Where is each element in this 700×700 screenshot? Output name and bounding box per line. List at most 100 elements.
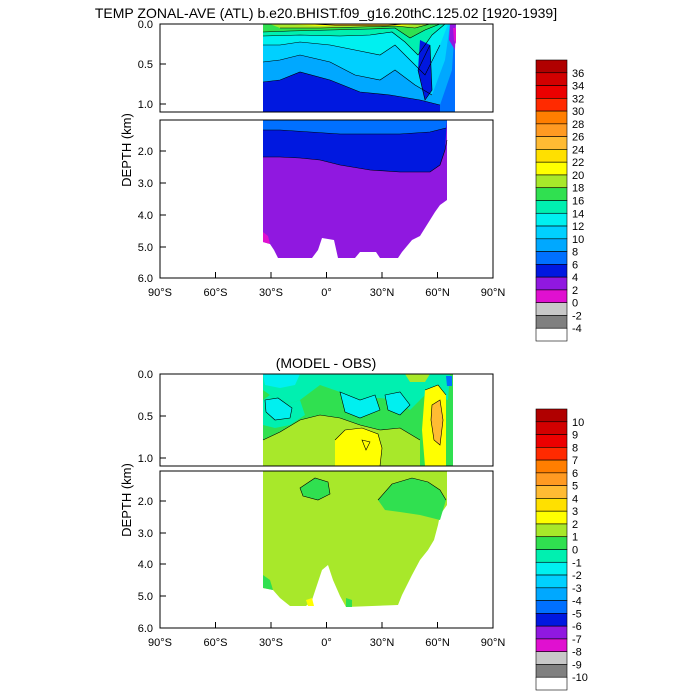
bottom-xtick: 60°N (425, 637, 450, 649)
bottom-lower-field (263, 471, 447, 607)
colorbar-label: 24 (572, 144, 584, 156)
colorbar-box (535, 251, 568, 265)
top-xtick: 30°N (370, 287, 395, 299)
colorbar-label: -4 (572, 323, 582, 335)
top-ytick: 3.0 (138, 178, 153, 190)
bottom-ylabel: DEPTH (km) (119, 463, 134, 537)
colorbar-label: 10 (572, 417, 584, 429)
bottom-xtick: 90°S (148, 637, 172, 649)
colorbar-box (535, 574, 568, 589)
colorbar-label: -8 (572, 647, 582, 659)
colorbar-box (535, 523, 568, 538)
colorbar-box (535, 276, 568, 291)
colorbar-box (535, 651, 568, 665)
top-ytick: 4.0 (138, 210, 153, 222)
colorbar-label: 16 (572, 196, 584, 208)
colorbar-label: 22 (572, 157, 584, 169)
colorbar-box (535, 238, 568, 252)
colorbar-label: -7 (572, 634, 582, 646)
colorbar-label: 26 (572, 132, 584, 144)
colorbar-box (535, 510, 568, 525)
colorbar-label: 10 (572, 234, 584, 246)
colorbar-label: 12 (572, 221, 584, 233)
bottom-ytick: 5.0 (138, 591, 153, 603)
colorbar-box (535, 561, 568, 576)
bottom-ytick: 4.0 (138, 559, 153, 571)
colorbar-label: -1 (572, 557, 582, 569)
colorbar-box (535, 98, 568, 112)
colorbar-box (535, 72, 568, 86)
bottom-title: (MODEL - OBS) (276, 355, 377, 371)
bottom-upper-frame (159, 373, 494, 467)
colorbar-box (535, 123, 568, 137)
top-ytick: 0.5 (138, 59, 153, 71)
colorbar-label: 0 (572, 298, 578, 310)
colorbar-box (535, 408, 568, 423)
colorbar-label: 3 (572, 506, 578, 518)
colorbar-box (535, 59, 568, 74)
colorbar-label: -9 (572, 659, 582, 671)
top-lower-field (263, 120, 448, 258)
colorbar-box (535, 187, 568, 201)
colorbar-label: 2 (572, 285, 578, 297)
colorbar-box (535, 613, 568, 627)
top-xtick: 0° (321, 287, 332, 299)
top-ytick: 2.0 (138, 146, 153, 158)
top-title: TEMP ZONAL-AVE (ATL) b.e20.BHIST.f09_g16… (95, 5, 557, 21)
colorbar-box (535, 110, 568, 125)
colorbar-label: 5 (572, 481, 578, 493)
colorbar-label: 2 (572, 519, 578, 531)
colorbar-label: 0 (572, 545, 578, 557)
top-ytick: 1.0 (138, 99, 153, 111)
bottom-xtick: 0° (321, 637, 332, 649)
colorbar-box (535, 136, 568, 150)
colorbar-label: 8 (572, 247, 578, 259)
top-xtick: 30°S (259, 287, 283, 299)
colorbar-label: 30 (572, 106, 584, 118)
top-upper-frame (159, 23, 494, 113)
colorbar-label: 32 (572, 93, 584, 105)
colorbar-box (535, 638, 568, 652)
colorbar-label: 14 (572, 208, 584, 220)
colorbar-label: -2 (572, 310, 582, 322)
bottom-ytick: 0.0 (138, 369, 153, 381)
top-ylabel: DEPTH (km) (119, 113, 134, 187)
top-xtick: 90°N (481, 287, 506, 299)
colorbar-label: 18 (572, 183, 584, 195)
colorbar-box (535, 472, 568, 486)
colorbar-box (535, 485, 568, 499)
colorbar-box (535, 85, 568, 99)
colorbar-box (535, 434, 568, 448)
colorbar-box (535, 625, 568, 640)
bottom-ytick: 6.0 (138, 623, 153, 635)
colorbar-label: -10 (572, 672, 588, 684)
colorbar-box (535, 676, 568, 691)
colorbar-box (535, 421, 568, 435)
top-ytick: 0.0 (138, 19, 153, 31)
colorbar-label: -5 (572, 608, 582, 620)
colorbar-label: 34 (572, 81, 584, 93)
colorbar-box (535, 536, 568, 550)
colorbar-box (535, 149, 568, 163)
colorbar-label: 4 (572, 493, 578, 505)
bottom-xtick: 30°N (370, 637, 395, 649)
colorbar-label: 28 (572, 119, 584, 131)
bottom-ytick: 1.0 (138, 453, 153, 465)
colorbar-box (535, 664, 568, 678)
top-panel: TEMP ZONAL-AVE (ATL) b.e20.BHIST.f09_g16… (95, 5, 584, 342)
colorbar-label: -4 (572, 596, 582, 608)
colorbar-box (535, 498, 568, 512)
bottom-upper-field (262, 374, 453, 466)
top-upper-field (262, 24, 456, 112)
colorbar-box (535, 289, 568, 303)
colorbar-box (535, 459, 568, 474)
bottom-ytick: 0.5 (138, 411, 153, 423)
top-xtick: 90°S (148, 287, 172, 299)
bottom-xtick: 90°N (481, 637, 506, 649)
colorbar-box (535, 315, 568, 329)
colorbar-label: 4 (572, 272, 578, 284)
colorbar-box (535, 225, 568, 240)
colorbar-label: 6 (572, 259, 578, 271)
